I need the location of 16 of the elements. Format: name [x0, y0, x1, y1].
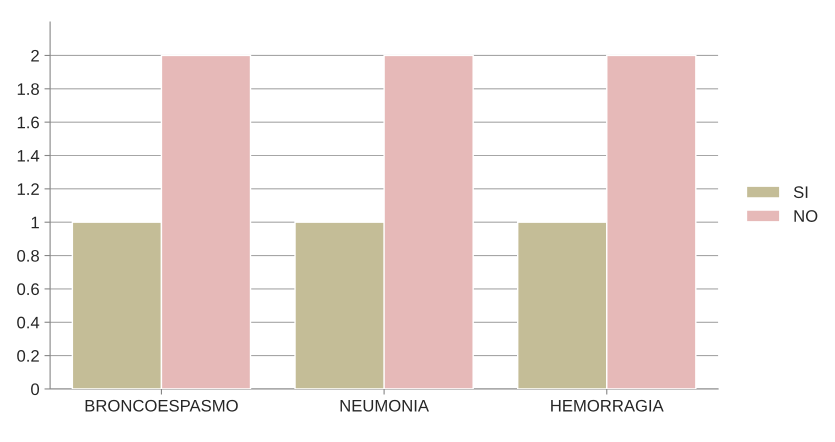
legend-label: NO [794, 210, 818, 222]
y-tick-label: 1.6 [18, 116, 39, 128]
y-tick-label: 0.8 [17, 250, 39, 262]
y-tick-label: 0.6 [17, 283, 39, 296]
y-tick-label: 2 [31, 50, 39, 62]
y-tick-label: 0.4 [17, 316, 40, 328]
y-tick-label: 1.8 [18, 83, 39, 96]
y-tick-label: 0 [31, 383, 40, 396]
y-tick-label: 0.2 [17, 350, 39, 362]
x-tick-label: BRONCOESPASMO [86, 400, 238, 412]
y-tick-label: 1 [32, 216, 39, 228]
y-tick-label: 1.4 [18, 150, 40, 162]
x-tick-label: HEMORRAGIA [551, 400, 664, 412]
y-tick-label: 1.2 [18, 183, 39, 195]
legend-label: SI [794, 186, 808, 198]
x-tick-label: NEUMONIA [340, 400, 429, 412]
